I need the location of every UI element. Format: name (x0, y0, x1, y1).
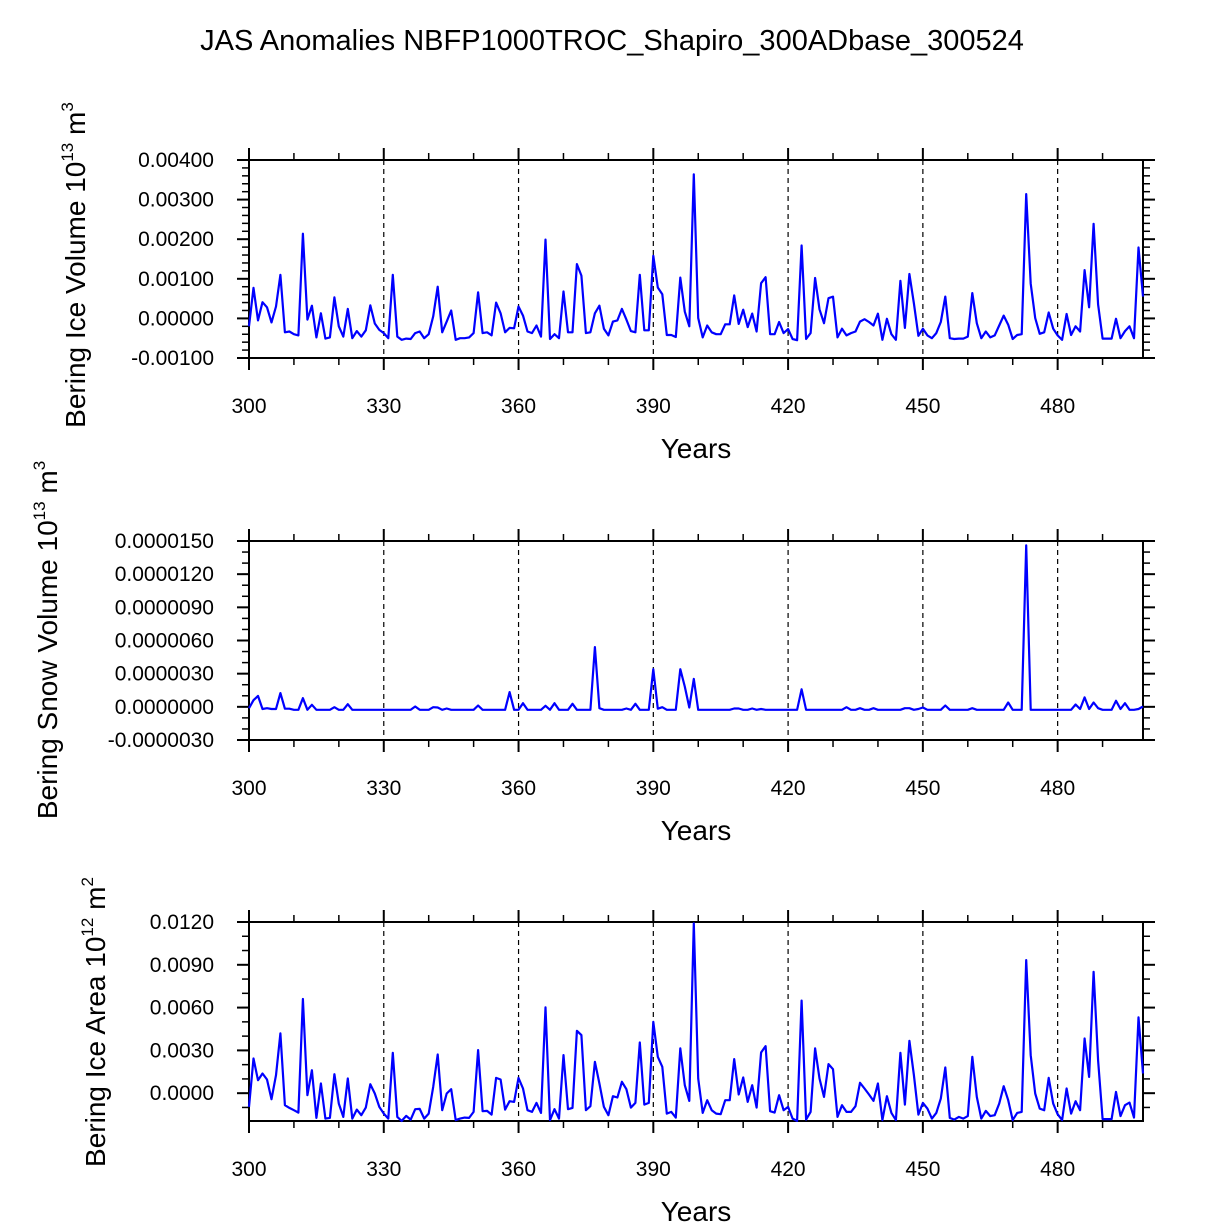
y-tick-label: 0.00300 (138, 189, 214, 212)
series-line (247, 173, 1145, 342)
y-tick-label: 0.0000030 (115, 663, 214, 686)
x-tick-label: 390 (636, 777, 671, 800)
x-tick-label: 390 (636, 395, 671, 418)
y-tick-label: 0.0000120 (115, 563, 214, 586)
x-axis-label: Years (661, 815, 732, 846)
y-axis-label: Bering Snow Volume 1013 m3 (30, 461, 63, 819)
plot-frame (248, 159, 1144, 359)
y-label-text: Bering Ice Volume 10 (60, 162, 91, 428)
y-label-unit-exponent: 2 (78, 877, 97, 886)
y-tick-label: -0.0000030 (108, 729, 214, 752)
x-tick-label: 450 (905, 395, 940, 418)
x-tick-label: 300 (231, 1158, 266, 1181)
plot-frame (248, 540, 1144, 741)
y-label-unit: m (80, 887, 111, 918)
y-tick-label: -0.00100 (131, 347, 214, 370)
x-tick-label: 360 (501, 395, 536, 418)
y-tick-label: 0.0000090 (115, 596, 214, 619)
x-tick-label: 300 (231, 777, 266, 800)
y-tick-label: 0.0030 (150, 1039, 214, 1062)
y-tick-label: 0.0000 (150, 1082, 214, 1105)
x-tick-label: 450 (905, 777, 940, 800)
panel-2: 0.0000150 0.0000120 0.0000090 0.0000060 0.00… (30, 461, 1155, 846)
x-tick-label: 480 (1040, 395, 1075, 418)
y-label-exponent: 12 (78, 918, 97, 937)
x-tick-label: 480 (1040, 1158, 1075, 1181)
x-tick-label: 480 (1040, 777, 1075, 800)
y-tick-label: 0.0060 (150, 997, 214, 1020)
y-label-unit-exponent: 3 (30, 461, 49, 470)
series-line (248, 544, 1144, 711)
y-tick-label: 0.0120 (150, 911, 214, 934)
plot-frame (248, 921, 1144, 1122)
y-tick-label: 0.0000060 (115, 630, 214, 653)
x-tick-label: 300 (231, 395, 266, 418)
y-label-unit: m (60, 112, 91, 143)
chart-title: JAS Anomalies NBFP1000TROC_Shapiro_300AD… (200, 25, 1024, 57)
y-tick-label: 0.0000150 (115, 530, 214, 553)
x-tick-label: 450 (905, 1158, 940, 1181)
y-label-text: Bering Snow Volume 10 (32, 520, 63, 819)
series-line (247, 922, 1145, 1123)
y-tick-label: 0.00000 (138, 307, 214, 330)
x-tick-label: 390 (636, 1158, 671, 1181)
panel-3: 0.0120 0.0090 0.0060 0.0030 0.0000 300 330 360 3… (78, 877, 1155, 1227)
x-tick-label: 330 (366, 777, 401, 800)
x-tick-label: 420 (771, 777, 806, 800)
y-label-unit: m (32, 470, 63, 501)
y-tick-label: 0.00400 (138, 149, 214, 172)
x-axis-label: Years (661, 433, 732, 464)
y-tick-label: 0.00100 (138, 268, 214, 291)
x-tick-label: 330 (366, 395, 401, 418)
y-label-text: Bering Ice Area 10 (80, 937, 111, 1167)
x-tick-label: 360 (501, 777, 536, 800)
y-label-exponent: 13 (58, 143, 77, 162)
x-tick-label: 360 (501, 1158, 536, 1181)
x-axis-label: Years (661, 1196, 732, 1227)
y-tick-label: 0.0090 (150, 954, 214, 977)
y-label-exponent: 13 (30, 501, 49, 520)
panel-1: 0.00400 0.00300 0.00200 0.00100 0.00000 -0.00… (58, 102, 1155, 464)
x-tick-label: 330 (366, 1158, 401, 1181)
x-tick-label: 420 (771, 395, 806, 418)
y-axis-label: Bering Ice Volume 1013 m3 (58, 102, 91, 428)
y-label-unit-exponent: 3 (58, 102, 77, 111)
y-tick-label: 0.00200 (138, 228, 214, 251)
y-tick-label: 0.0000000 (115, 696, 214, 719)
y-axis-label: Bering Ice Area 1012 m2 (78, 877, 111, 1167)
x-tick-label: 420 (771, 1158, 806, 1181)
